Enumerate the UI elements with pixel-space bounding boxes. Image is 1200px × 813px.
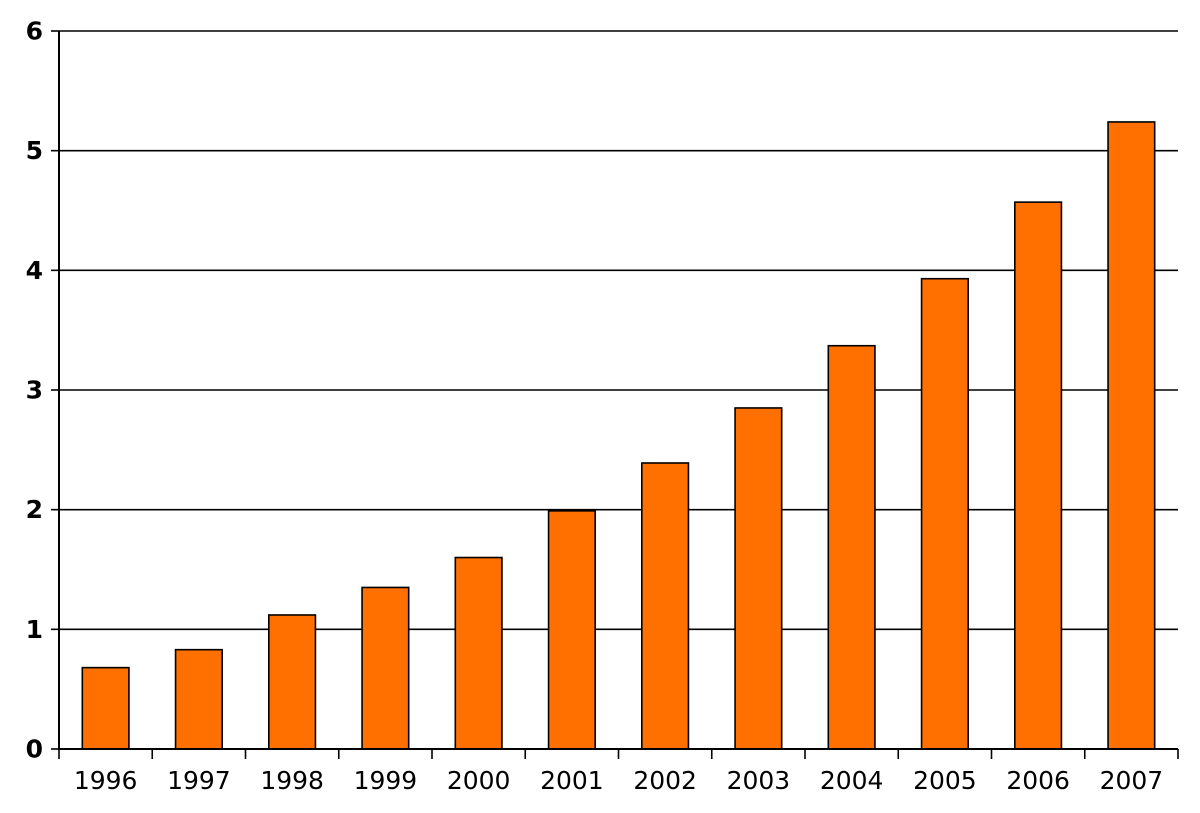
x-tick-label: 2004: [820, 766, 884, 795]
bar-2000: [454, 556, 503, 750]
x-tick-label: 2003: [727, 766, 791, 795]
x-tick-label: 2001: [540, 766, 604, 795]
y-tick-label: 0: [26, 735, 43, 764]
x-tick-label: 2000: [447, 766, 511, 795]
x-tick-label: 1996: [74, 766, 138, 795]
x-tick-label: 1997: [167, 766, 231, 795]
y-tick-label: 3: [26, 376, 43, 405]
bar-2003: [734, 407, 783, 750]
y-tick-label: 4: [26, 256, 43, 285]
bar-2001: [547, 510, 596, 750]
x-axis-ticks: 1996 1997 1998 1999 2000 2001 2002 2003 2004 2005…: [58, 749, 1179, 795]
y-tick-label: 2: [26, 495, 43, 524]
y-tick-label: 5: [26, 136, 43, 165]
bar-2002: [641, 462, 690, 750]
x-tick-label: 2006: [1006, 766, 1070, 795]
x-tick-label: 2005: [913, 766, 977, 795]
y-axis-ticks: 0 1 2 3 4 5 6: [26, 17, 59, 764]
y-tick-label: 6: [26, 17, 43, 46]
bar-1999: [361, 586, 410, 750]
bar-1997: [174, 648, 223, 750]
x-tick-label: 1998: [260, 766, 324, 795]
bar-1996: [81, 666, 130, 750]
x-tick-label: 1999: [354, 766, 418, 795]
y-tick-label: 1: [26, 615, 43, 644]
x-tick-label: 2002: [633, 766, 697, 795]
bar-1998: [268, 614, 317, 750]
bars: [81, 121, 1156, 750]
bar-2006: [1014, 201, 1063, 750]
gridlines: [59, 30, 1178, 631]
bar-2005: [920, 277, 969, 750]
bar-2004: [827, 344, 876, 750]
x-tick-label: 2007: [1100, 766, 1164, 795]
bar-2007: [1107, 121, 1156, 750]
